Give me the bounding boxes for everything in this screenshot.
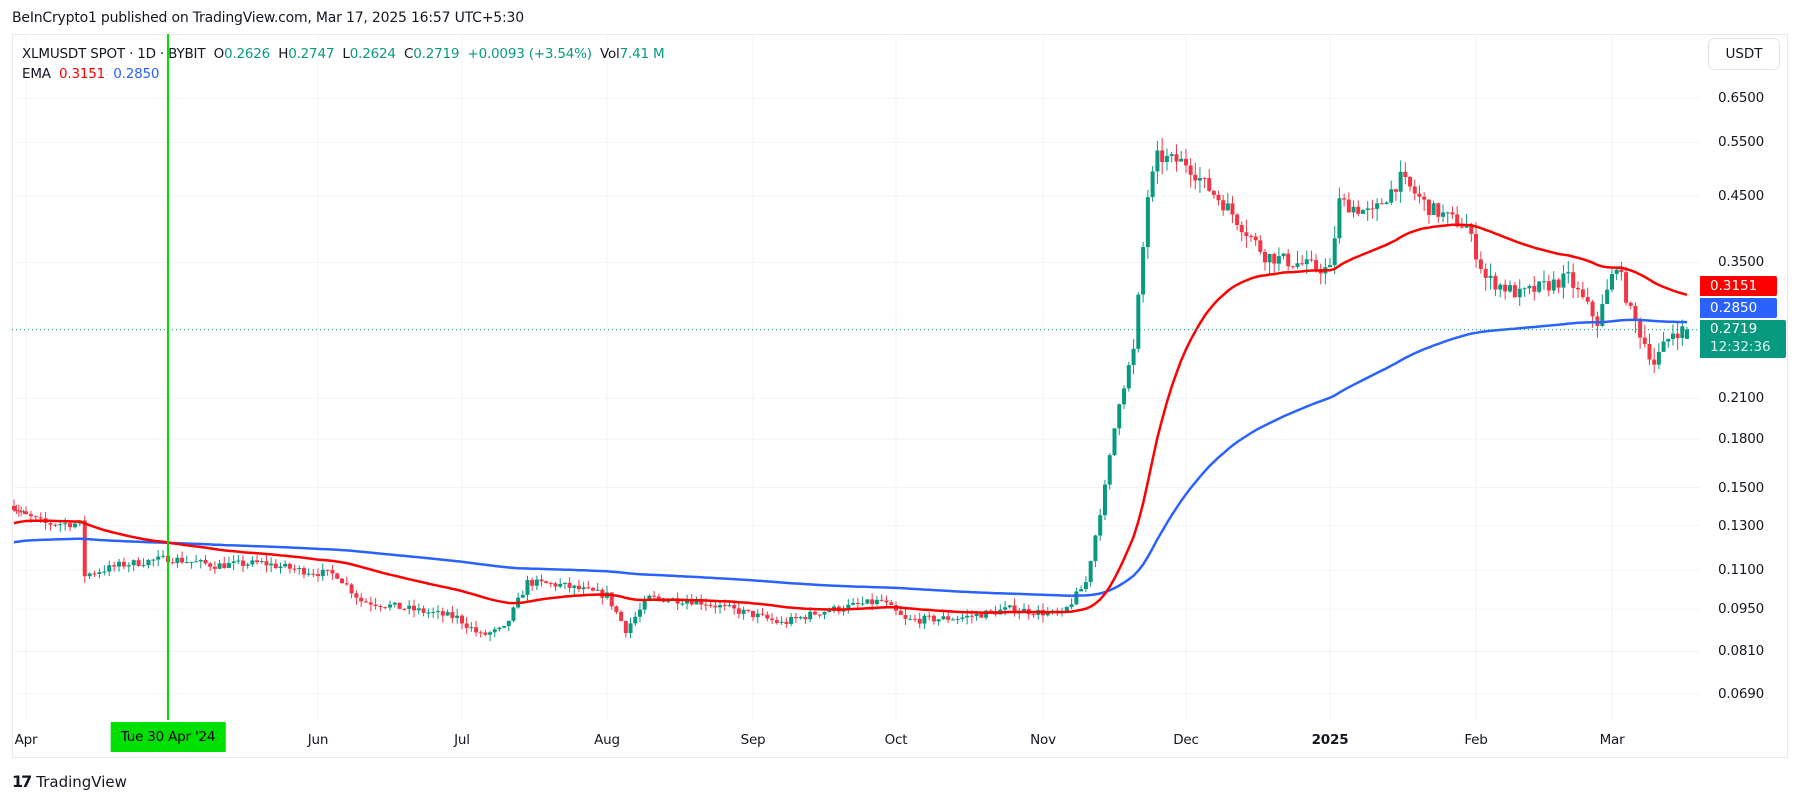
price-tick: 0.1300 <box>1718 517 1765 534</box>
ema-row[interactable]: EMA 0.3151 0.2850 <box>22 64 664 84</box>
price-tick: 0.5500 <box>1718 134 1765 151</box>
ema-slow-line <box>13 318 1688 597</box>
time-tick: Nov <box>1030 732 1056 748</box>
ema-fast-line <box>13 223 1688 614</box>
tradingview-logo-text: TradingView <box>36 772 127 791</box>
candlestick-chart[interactable] <box>12 34 1700 720</box>
time-tick: Mar <box>1599 732 1625 748</box>
time-tick: Oct <box>884 732 908 748</box>
tradingview-watermark: 𝟭𝟳 TradingView <box>12 772 127 791</box>
time-tick: Feb <box>1464 732 1488 748</box>
ema-label: EMA <box>22 66 51 82</box>
low-value: 0.2624 <box>349 46 396 62</box>
close-value: 0.2719 <box>413 46 460 62</box>
time-tick: Jul <box>454 732 470 748</box>
ohlc-row: XLMUSDT SPOT · 1D · BYBIT O0.2626 H0.274… <box>22 44 665 64</box>
time-tick: Apr <box>14 732 38 748</box>
ema-fast-value: 0.3151 <box>59 66 106 82</box>
time-axis[interactable]: Apr Tue 30 Apr '24 Jun Jul Aug Sep Oct Nov Dec 20… <box>12 720 1700 758</box>
crosshair-date-label: Tue 30 Apr '24 <box>110 722 226 752</box>
price-tick: 0.2100 <box>1718 390 1765 407</box>
high-value: 0.2747 <box>288 46 335 62</box>
price-axis[interactable]: USDT 0.6500 0.5500 0.4500 0.3500 0.2100 0.180… <box>1700 34 1788 758</box>
currency-button[interactable]: USDT <box>1708 38 1780 70</box>
time-tick: Aug <box>594 732 620 748</box>
chart-legend: XLMUSDT SPOT · 1D · BYBIT O0.2626 H0.274… <box>22 44 665 84</box>
tradingview-logo-icon: 𝟭𝟳 <box>12 772 32 791</box>
open-value: 0.2626 <box>224 46 271 62</box>
price-tick: 0.1800 <box>1718 431 1765 448</box>
ema-slow-value: 0.2850 <box>113 66 160 82</box>
bar-countdown: 12:32:36 <box>1710 339 1771 355</box>
ema-slow-price-label: 0.2850 <box>1700 298 1777 318</box>
symbol-label[interactable]: XLMUSDT SPOT · 1D · BYBIT <box>22 46 206 62</box>
price-tick: 0.0810 <box>1718 643 1765 660</box>
price-tick: 0.1500 <box>1718 479 1765 496</box>
time-tick: Dec <box>1173 732 1199 748</box>
price-tick: 0.1100 <box>1718 562 1765 579</box>
price-tick: 0.6500 <box>1718 90 1765 106</box>
volume-label: Vol <box>600 46 620 62</box>
last-price-label: 0.2719 12:32:36 <box>1700 320 1786 358</box>
chart-plot-area[interactable] <box>12 34 1700 720</box>
low-label: L <box>342 46 350 62</box>
publisher-line: BeInCrypto1 published on TradingView.com… <box>12 10 524 26</box>
last-price-value: 0.2719 <box>1710 321 1758 337</box>
chart-frame <box>12 34 1788 758</box>
time-tick: Sep <box>740 732 766 748</box>
price-tick: 0.0950 <box>1718 601 1765 618</box>
time-tick: Jun <box>307 732 329 748</box>
volume-value: 7.41 M <box>619 46 665 62</box>
change-value: +0.0093 (+3.54%) <box>467 46 592 62</box>
price-tick: 0.0690 <box>1718 686 1765 702</box>
close-label: C <box>403 46 414 62</box>
price-tick: 0.4500 <box>1718 187 1765 204</box>
ema-fast-price-label: 0.3151 <box>1700 276 1777 296</box>
time-tick: 2025 <box>1311 732 1349 748</box>
price-tick: 0.3500 <box>1718 254 1765 271</box>
open-label: O <box>213 46 225 62</box>
high-label: H <box>278 46 289 62</box>
